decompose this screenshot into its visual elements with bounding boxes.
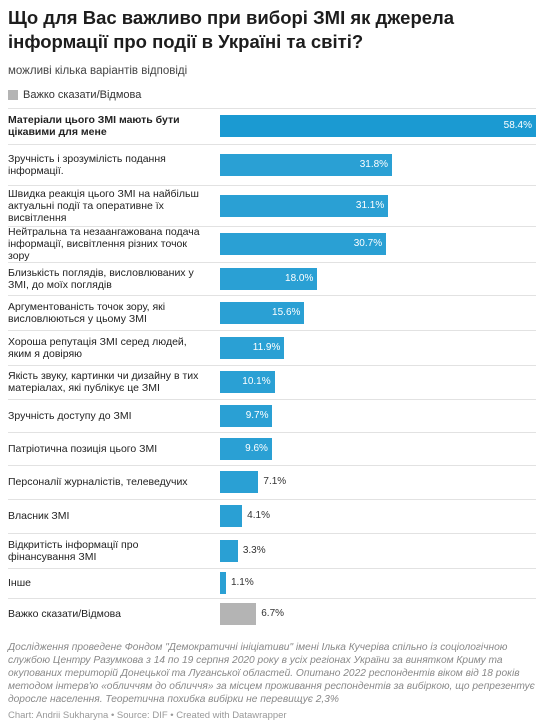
chart-row: Швидка реакція цього ЗМІ на найбільш акт…	[8, 185, 536, 226]
row-separator	[8, 262, 536, 263]
bar	[220, 572, 226, 594]
bar	[220, 405, 273, 427]
category-label: Важко сказати/Відмова	[8, 608, 121, 620]
category-label: Матеріали цього ЗМІ мають бути цікавими …	[8, 114, 180, 138]
category-label: Нейтральна та незаангажована подача інфо…	[8, 226, 200, 262]
value-label: 9.7%	[245, 410, 269, 421]
value-label: 18.0%	[285, 273, 314, 284]
value-label: 7.1%	[263, 476, 287, 487]
value-label: 58.4%	[503, 120, 532, 131]
bar	[220, 505, 243, 527]
row-separator	[8, 330, 536, 331]
row-separator	[8, 365, 536, 366]
chart-row: Персоналії журналістів, телеведучих 7.1%	[8, 465, 536, 499]
row-separator	[8, 432, 536, 433]
category-label: Персоналії журналістів, телеведучих	[8, 476, 188, 488]
row-separator	[8, 598, 536, 599]
chart-title: Що для Вас важливо при виборі ЗМІ як дже…	[8, 7, 455, 52]
value-label: 11.9%	[252, 342, 281, 353]
bar	[220, 471, 259, 493]
bar	[220, 195, 389, 217]
value-label: 31.1%	[355, 200, 385, 211]
category-label: Аргументованість точок зору, які висловл…	[8, 301, 166, 325]
row-separator	[8, 533, 536, 534]
row-separator	[8, 465, 536, 466]
value-label: 31.8%	[359, 159, 389, 170]
chart-row: Власник ЗМІ 4.1%	[8, 499, 536, 533]
chart-row: Важко сказати/Відмова 6.7%	[8, 598, 536, 630]
category-label: Відкритість інформації про фінансування …	[8, 539, 139, 563]
chart-row: Патріотична позиція цього ЗМІ 9.6%	[8, 432, 536, 465]
bar-chart: Матеріали цього ЗМІ мають бути цікавими …	[0, 108, 544, 630]
row-separator	[8, 226, 536, 227]
category-label: Хороша репутація ЗМІ серед людей, яким я…	[8, 336, 187, 360]
chart-row: Якість звуку, картинки чи дизайну в тих …	[8, 365, 536, 399]
bar	[220, 268, 318, 290]
category-label: Якість звуку, картинки чи дизайну в тих …	[8, 370, 199, 394]
row-separator	[8, 568, 536, 569]
category-label: Зручність доступу до ЗМІ	[8, 410, 132, 422]
chart-row: Хороша репутація ЗМІ серед людей, яким я…	[8, 330, 536, 365]
row-separator	[8, 144, 536, 145]
category-label: Швидка реакція цього ЗМІ на найбільш акт…	[8, 188, 199, 224]
footnote: Дослідження проведене Фондом "Демократич…	[8, 642, 535, 705]
bar	[220, 302, 305, 324]
bar	[220, 603, 257, 625]
value-label: 10.1%	[242, 376, 271, 387]
legend-swatch	[8, 90, 18, 100]
value-label: 6.7%	[261, 608, 285, 619]
legend: Важко сказати/Відмова	[8, 89, 141, 101]
chart-row: Відкритість інформації про фінансування …	[8, 533, 536, 568]
chart-row: Нейтральна та незаангажована подача інфо…	[8, 226, 536, 262]
bar	[220, 337, 285, 359]
category-label: Патріотична позиція цього ЗМІ	[8, 443, 158, 455]
bar	[220, 371, 275, 393]
bar	[220, 438, 272, 460]
bar	[220, 540, 238, 562]
value-label: 15.6%	[272, 307, 301, 318]
category-label: Близькість поглядів, висловлюваних у ЗМІ…	[8, 267, 194, 291]
category-label: Власник ЗМІ	[8, 510, 70, 522]
chart-row: Зручність доступу до ЗМІ 9.7%	[8, 399, 536, 432]
value-label: 30.7%	[353, 238, 383, 249]
chart-row: Близькість поглядів, висловлюваних у ЗМІ…	[8, 262, 536, 295]
bar	[220, 115, 536, 137]
row-separator	[8, 295, 536, 296]
chart-credit: Chart: Andrii Sukharyna • Source: DIF • …	[8, 710, 287, 721]
value-label: 1.1%	[230, 577, 254, 588]
row-separator	[8, 185, 536, 186]
bar	[220, 233, 387, 255]
category-label: Інше	[8, 577, 31, 589]
chart-row: Аргументованість точок зору, які висловл…	[8, 295, 536, 330]
value-label: 4.1%	[247, 510, 270, 521]
chart-row: Інше 1.1%	[8, 568, 536, 598]
value-label: 3.3%	[242, 545, 266, 556]
legend-label: Важко сказати/Відмова	[23, 89, 142, 101]
bar	[220, 154, 393, 176]
chart-row: Матеріали цього ЗМІ мають бути цікавими …	[8, 108, 536, 144]
chart-subtitle: можливі кілька варіантів відповіді	[8, 65, 188, 77]
row-separator	[8, 399, 536, 400]
value-label: 9.6%	[245, 443, 268, 454]
row-separator	[8, 108, 536, 109]
row-separator	[8, 499, 536, 500]
category-label: Зручність і зрозумілість подання інформа…	[8, 153, 166, 177]
chart-row: Зручність і зрозумілість подання інформа…	[8, 144, 536, 185]
